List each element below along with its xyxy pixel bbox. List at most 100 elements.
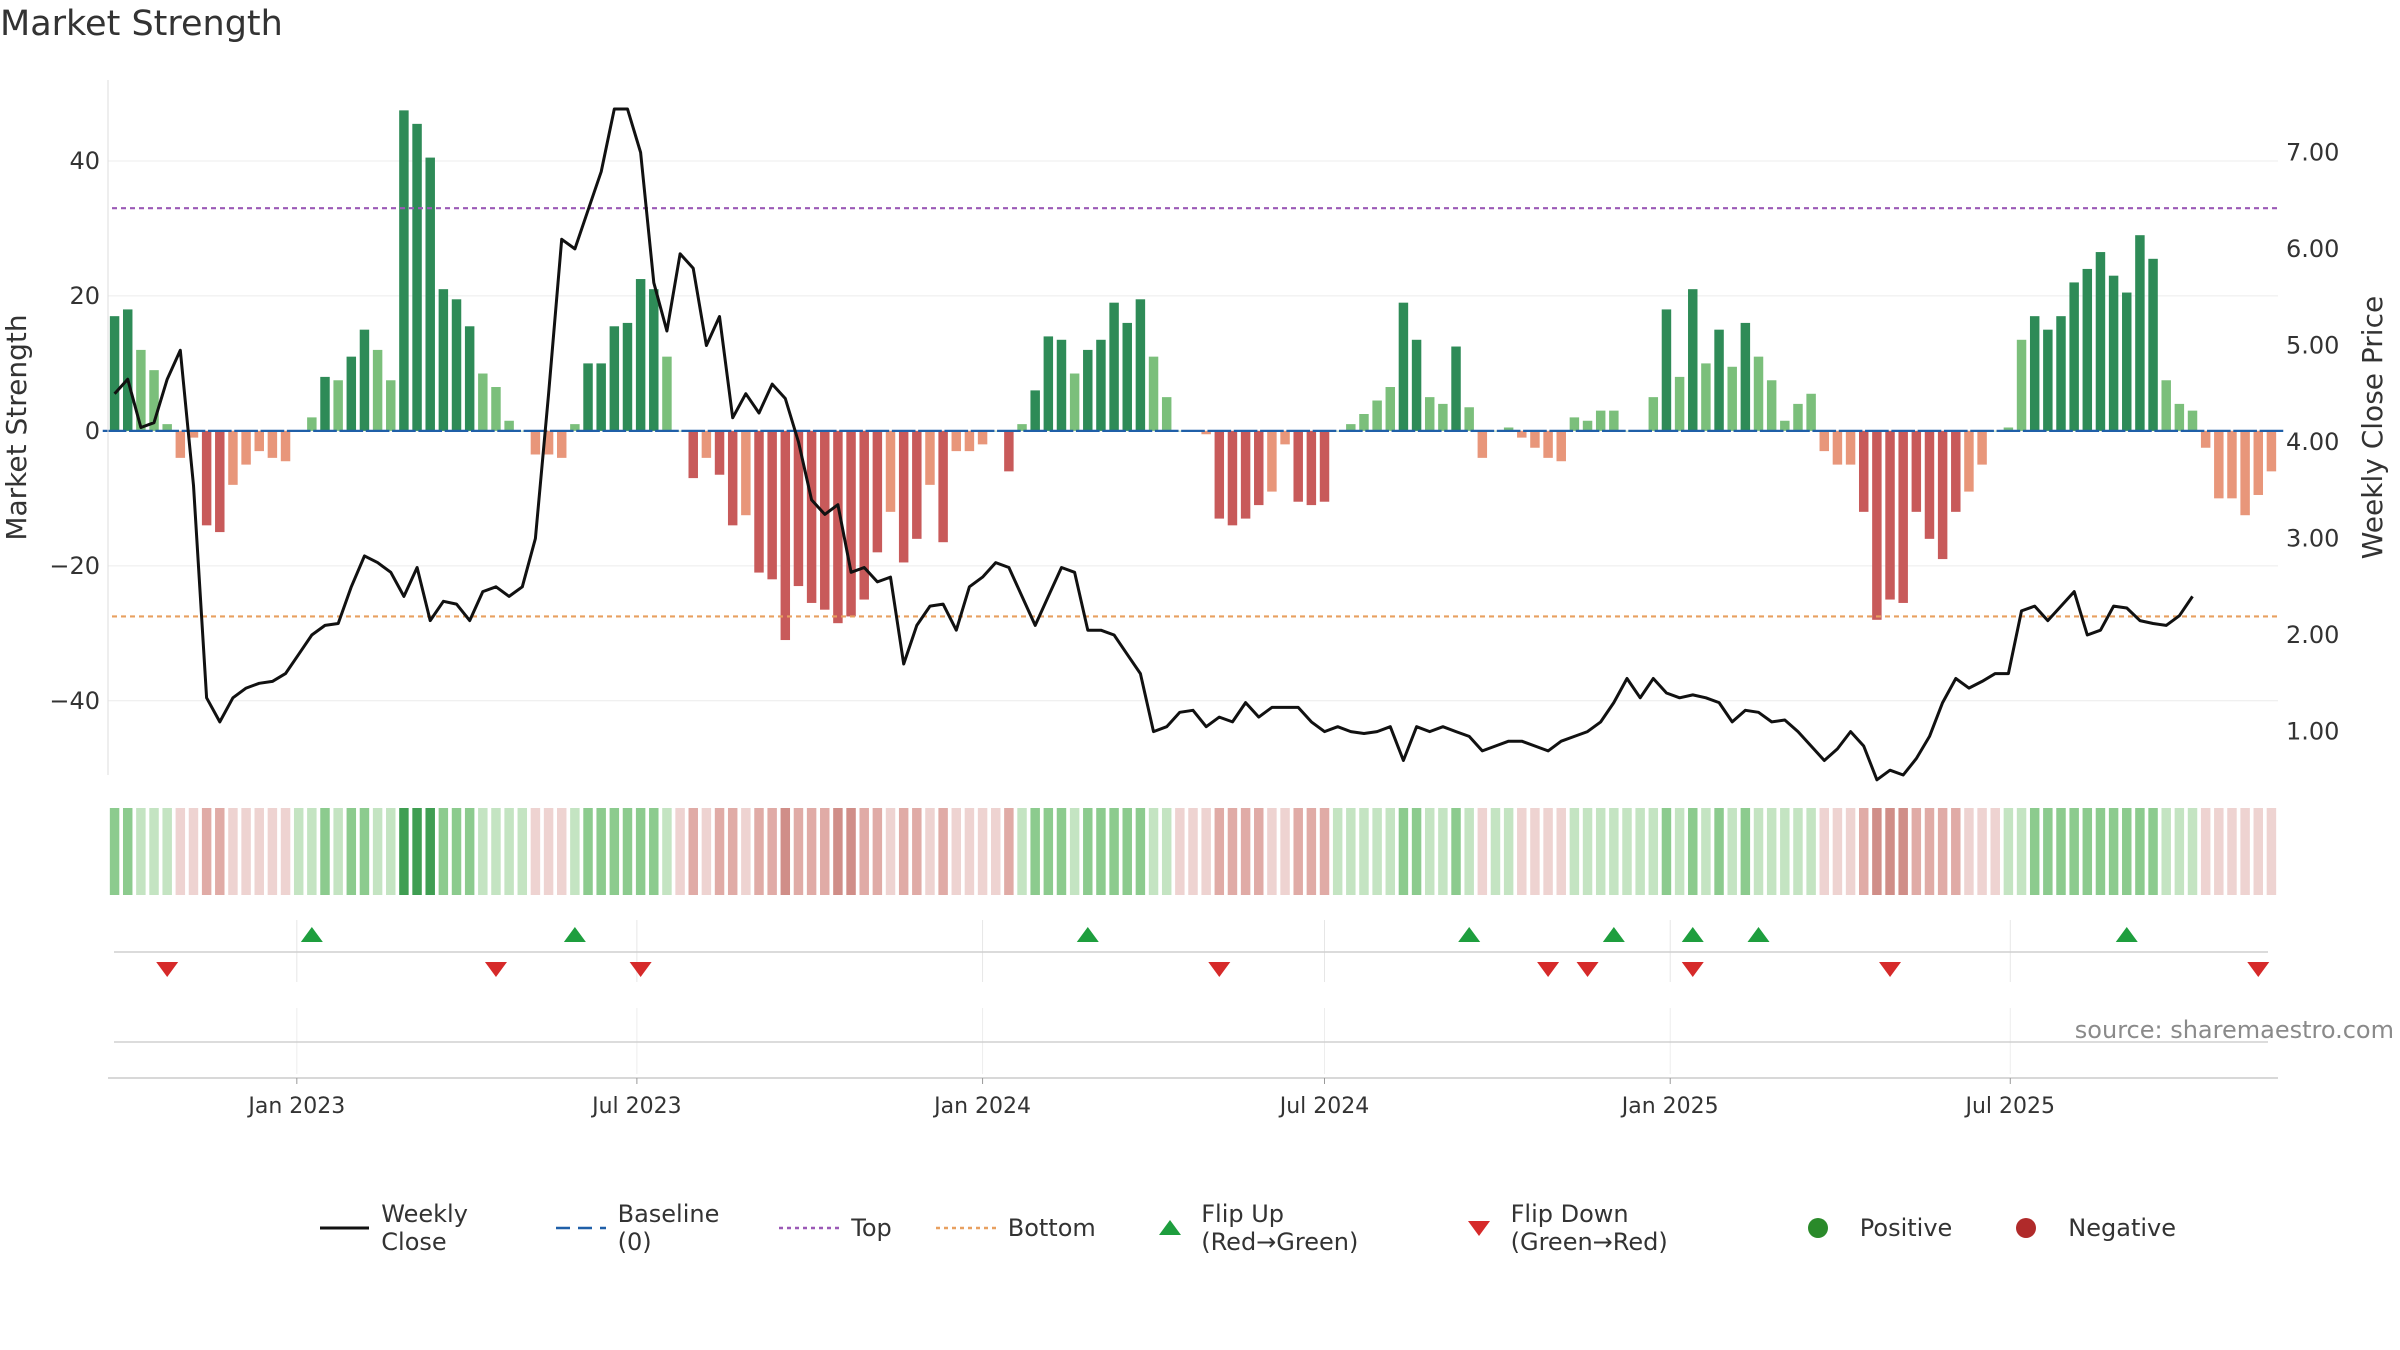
band-cell bbox=[1254, 808, 1264, 895]
band-cell bbox=[570, 808, 580, 895]
band-cell bbox=[2174, 808, 2185, 895]
strength-bar bbox=[872, 430, 883, 553]
strength-bar bbox=[2148, 258, 2158, 431]
strength-bar bbox=[267, 430, 278, 458]
strength-bar bbox=[543, 430, 554, 455]
band-cell bbox=[464, 808, 475, 895]
legend-item: Positive bbox=[1788, 1213, 1952, 1243]
band-cell bbox=[1267, 808, 1277, 895]
band-cell bbox=[1293, 808, 1303, 895]
band-cell bbox=[675, 808, 685, 895]
legend-label: Bottom bbox=[1007, 1214, 1096, 1242]
strength-bar bbox=[1832, 430, 1843, 465]
band-cell bbox=[780, 808, 791, 895]
strength-bar bbox=[1385, 387, 1396, 431]
y-tick-label: 0 bbox=[85, 417, 100, 445]
band-cell bbox=[2161, 808, 2171, 895]
strength-bar bbox=[859, 430, 869, 600]
band-cell bbox=[2214, 808, 2224, 895]
strength-bar bbox=[1175, 430, 1185, 432]
band-cell bbox=[1832, 808, 1843, 895]
band-cell bbox=[2253, 808, 2264, 895]
strength-bar bbox=[1214, 430, 1225, 519]
band-cell bbox=[2266, 808, 2277, 895]
strength-bar bbox=[1609, 410, 1619, 431]
dashed-line-icon bbox=[556, 1226, 606, 1230]
strength-bar bbox=[1280, 430, 1290, 445]
strength-bar bbox=[570, 424, 580, 431]
strength-bar bbox=[1004, 430, 1014, 472]
page-title: Market Strength bbox=[0, 4, 283, 44]
strength-bar bbox=[1135, 299, 1146, 431]
band-cell bbox=[767, 808, 777, 895]
flip-up-marker bbox=[300, 927, 323, 942]
strength-bar bbox=[1740, 322, 1751, 431]
weekly-close-line bbox=[113, 107, 2194, 782]
band-cell bbox=[727, 808, 738, 895]
x-tick-label: Jan 2025 bbox=[1620, 1094, 1719, 1119]
strength-bar bbox=[938, 430, 948, 543]
x-tick-label: Jan 2023 bbox=[246, 1094, 345, 1119]
band-cell bbox=[241, 808, 251, 895]
strength-bar bbox=[2266, 430, 2277, 472]
strength-bar bbox=[215, 430, 225, 533]
band-cell bbox=[1595, 808, 1606, 895]
legend-item: Top bbox=[779, 1213, 892, 1243]
legend-item: Weekly Close bbox=[320, 1200, 512, 1256]
band-cell bbox=[201, 808, 212, 895]
band-cell bbox=[2082, 808, 2093, 895]
flip-down-marker bbox=[1576, 962, 1599, 977]
band-cell bbox=[1898, 808, 1908, 895]
band-cell bbox=[1122, 808, 1132, 895]
band-cell bbox=[1411, 808, 1422, 895]
band-cell bbox=[1398, 808, 1409, 895]
strength-bar bbox=[1293, 430, 1303, 502]
strength-bar bbox=[780, 430, 791, 641]
strength-bar bbox=[359, 329, 370, 431]
strength-bar bbox=[149, 370, 159, 431]
band-cell bbox=[1477, 808, 1488, 895]
band-cell bbox=[425, 808, 435, 895]
strength-bar bbox=[1254, 430, 1264, 506]
strength-bar bbox=[898, 430, 909, 563]
strength-bar bbox=[425, 157, 435, 431]
band-cell bbox=[1346, 808, 1356, 895]
y2-tick-label: 6.00 bbox=[2286, 235, 2339, 263]
strength-bar bbox=[1964, 430, 1974, 492]
strength-bar bbox=[2082, 268, 2093, 431]
y2-tick-label: 5.00 bbox=[2286, 331, 2339, 359]
strength-bar bbox=[136, 349, 146, 431]
band-cell bbox=[517, 808, 528, 895]
strength-bar bbox=[1674, 376, 1685, 431]
band-cell bbox=[1582, 808, 1593, 895]
strength-bar bbox=[478, 373, 488, 431]
strength-bar bbox=[649, 289, 659, 431]
strength-bar bbox=[1753, 356, 1764, 431]
strength-bar bbox=[451, 299, 462, 431]
y-tick-label: 20 bbox=[69, 282, 100, 310]
band-cell bbox=[267, 808, 278, 895]
flip-down-marker bbox=[484, 962, 507, 977]
band-cell bbox=[1227, 808, 1238, 895]
band-cell bbox=[2135, 808, 2145, 895]
band-cell bbox=[2016, 808, 2027, 895]
band-cell bbox=[1661, 808, 1672, 895]
strength-bar bbox=[1911, 430, 1922, 512]
strength-bar bbox=[1517, 430, 1527, 438]
strength-bar bbox=[556, 430, 567, 458]
strength-bar bbox=[517, 430, 528, 432]
strength-bar bbox=[399, 110, 409, 431]
strength-bar bbox=[1017, 424, 1027, 431]
band-cell bbox=[2187, 808, 2198, 895]
band-cell bbox=[898, 808, 909, 895]
band-cell bbox=[2095, 808, 2106, 895]
strength-bar bbox=[122, 309, 133, 431]
strength-bar bbox=[175, 430, 186, 458]
strength-bar bbox=[333, 380, 343, 431]
band-cell bbox=[1135, 808, 1146, 895]
legend-label: Top bbox=[851, 1214, 892, 1242]
band-cell bbox=[491, 808, 501, 895]
strength-bar bbox=[491, 387, 501, 431]
band-cell bbox=[1937, 808, 1948, 895]
strength-bar bbox=[109, 316, 120, 431]
